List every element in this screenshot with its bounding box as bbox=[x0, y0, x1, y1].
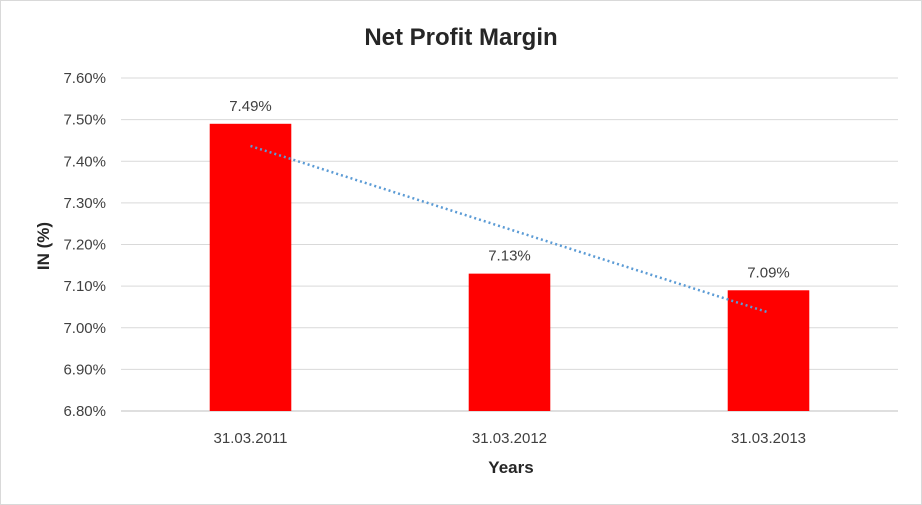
chart-title: Net Profit Margin bbox=[364, 24, 557, 51]
y-tick-label: 6.80% bbox=[63, 403, 106, 420]
x-axis-title: Years bbox=[488, 458, 533, 477]
x-tick-label: 31.03.2013 bbox=[731, 430, 806, 447]
data-label: 7.13% bbox=[488, 248, 531, 265]
y-axis-title: IN (%) bbox=[34, 222, 53, 270]
y-tick-label: 7.60% bbox=[63, 70, 106, 87]
x-axis-ticks: 31.03.2011 31.03.2012 31.03.2013 bbox=[214, 430, 807, 447]
trendline-group bbox=[250, 144, 769, 314]
bar bbox=[727, 290, 810, 411]
y-tick-label: 7.20% bbox=[63, 237, 106, 254]
y-tick-label: 7.00% bbox=[63, 320, 106, 337]
data-label: 7.49% bbox=[229, 98, 272, 115]
y-tick-label: 7.30% bbox=[63, 195, 106, 212]
data-labels: 7.49% 7.13% 7.09% bbox=[229, 98, 790, 282]
trendline bbox=[250, 144, 769, 314]
x-tick-label: 31.03.2012 bbox=[472, 430, 547, 447]
bar bbox=[209, 123, 292, 411]
y-tick-label: 6.90% bbox=[63, 361, 106, 378]
y-tick-label: 7.50% bbox=[63, 112, 106, 129]
y-tick-label: 7.40% bbox=[63, 153, 106, 170]
y-tick-label: 7.10% bbox=[63, 278, 106, 295]
bar bbox=[468, 273, 551, 411]
data-label: 7.09% bbox=[747, 264, 790, 281]
y-axis-ticks: 6.80% 6.90% 7.00% 7.10% 7.20% 7.30% 7.40% 7.50%… bbox=[63, 70, 106, 420]
x-tick-label: 31.03.2011 bbox=[214, 430, 288, 447]
bars bbox=[209, 123, 810, 411]
